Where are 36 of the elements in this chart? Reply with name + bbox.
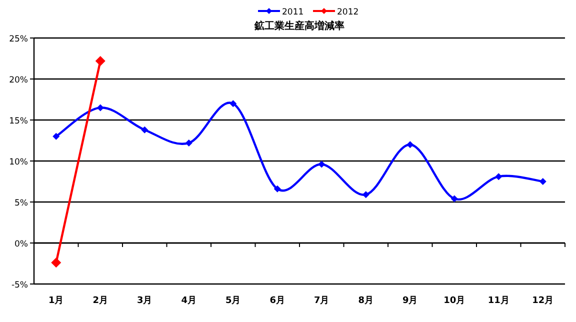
- point: [274, 185, 281, 192]
- x-tick-label: 3月: [136, 295, 152, 306]
- point: [52, 132, 60, 140]
- x-tick-label: 4月: [181, 295, 197, 306]
- point: [51, 258, 62, 268]
- point: [362, 191, 370, 198]
- point: [495, 173, 502, 180]
- chart-title: 鉱工業生産高増減率: [254, 20, 344, 32]
- x-tick-label: 12月: [532, 295, 554, 306]
- y-tick-label: 15%: [9, 116, 28, 126]
- x-tick-label: 6月: [270, 295, 286, 306]
- point: [96, 104, 104, 112]
- point: [185, 139, 192, 146]
- point: [406, 141, 414, 148]
- legend-label: 2011: [282, 8, 304, 18]
- y-tick-label: 25%: [9, 34, 28, 44]
- y-tick-label: 10%: [9, 158, 28, 168]
- x-tick-label: 8月: [358, 295, 374, 306]
- x-tick-label: 11月: [488, 295, 510, 306]
- x-tick-label: 10月: [444, 295, 466, 306]
- point: [95, 56, 106, 66]
- x-tick-label: 2月: [92, 295, 108, 306]
- y-tick-label: 20%: [9, 76, 28, 86]
- y-tick-label: 5%: [14, 198, 28, 208]
- x-tick-label: 1月: [48, 295, 64, 306]
- x-tick-label: 5月: [225, 295, 241, 306]
- point: [539, 178, 546, 185]
- point: [318, 160, 326, 168]
- legend-label: 2012: [337, 8, 359, 18]
- point: [450, 195, 458, 202]
- point: [230, 100, 237, 108]
- y-tick-label: 0%: [14, 240, 28, 250]
- point: [141, 126, 148, 134]
- y-tick-label: -5%: [11, 280, 28, 290]
- x-tick-label: 9月: [402, 295, 418, 306]
- x-tick-label: 7月: [314, 295, 330, 306]
